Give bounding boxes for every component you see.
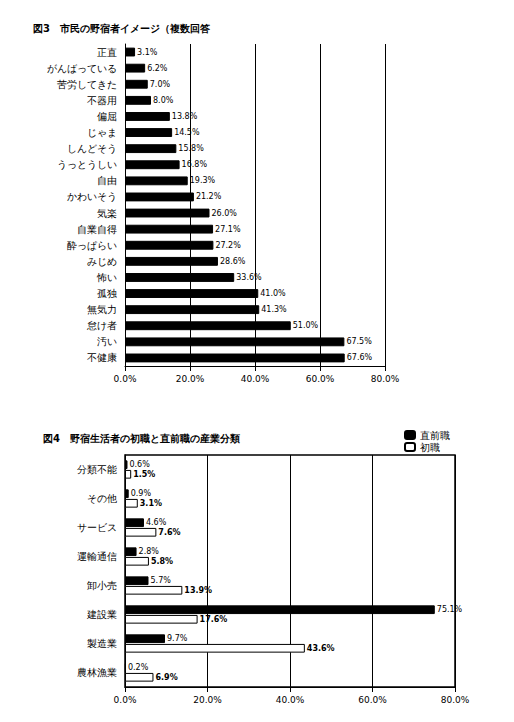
svg-text:16.8%: 16.8% bbox=[182, 160, 208, 169]
svg-text:正直: 正直 bbox=[97, 47, 117, 58]
svg-text:気楽: 気楽 bbox=[97, 208, 117, 219]
svg-text:7.0%: 7.0% bbox=[150, 80, 171, 89]
svg-text:偏屈: 偏屈 bbox=[97, 111, 117, 122]
svg-text:図4 野宿生活者の初職と直前職の産業分類: 図4 野宿生活者の初職と直前職の産業分類 bbox=[43, 433, 240, 444]
svg-text:その他: その他 bbox=[87, 493, 117, 504]
svg-text:孤独: 孤独 bbox=[97, 288, 117, 299]
svg-text:不器用: 不器用 bbox=[87, 95, 117, 106]
svg-text:農林漁業: 農林漁業 bbox=[77, 667, 117, 678]
svg-text:27.2%: 27.2% bbox=[215, 241, 241, 250]
svg-text:卸小売: 卸小売 bbox=[87, 580, 117, 591]
svg-text:3.1%: 3.1% bbox=[140, 499, 162, 508]
svg-text:3.1%: 3.1% bbox=[137, 48, 158, 57]
svg-text:怠け者: 怠け者 bbox=[86, 320, 117, 331]
svg-text:67.6%: 67.6% bbox=[347, 353, 373, 362]
svg-text:建設業: 建設業 bbox=[86, 609, 117, 620]
svg-text:サービス: サービス bbox=[77, 522, 117, 533]
svg-text:6.9%: 6.9% bbox=[155, 673, 177, 682]
svg-text:運輸通信: 運輸通信 bbox=[77, 551, 117, 562]
svg-text:0.0%: 0.0% bbox=[114, 374, 137, 384]
svg-text:酔っぱらい: 酔っぱらい bbox=[67, 240, 117, 251]
svg-text:分類不能: 分類不能 bbox=[77, 464, 117, 475]
svg-text:直前職: 直前職 bbox=[420, 430, 450, 441]
svg-text:43.6%: 43.6% bbox=[307, 644, 335, 653]
svg-text:75.1%: 75.1% bbox=[437, 605, 463, 614]
svg-text:67.5%: 67.5% bbox=[346, 337, 372, 346]
svg-text:怖い: 怖い bbox=[96, 272, 117, 283]
svg-text:図3 市民の野宿者イメージ（複数回答: 図3 市民の野宿者イメージ（複数回答 bbox=[33, 23, 211, 34]
svg-text:13.8%: 13.8% bbox=[172, 112, 198, 121]
svg-text:20.0%: 20.0% bbox=[176, 374, 205, 384]
svg-text:80.0%: 80.0% bbox=[441, 695, 470, 705]
svg-text:不健康: 不健康 bbox=[87, 352, 117, 363]
svg-text:40.0%: 40.0% bbox=[276, 695, 305, 705]
svg-text:じゃま: じゃま bbox=[87, 127, 117, 138]
svg-text:13.9%: 13.9% bbox=[184, 586, 212, 595]
svg-text:17.6%: 17.6% bbox=[200, 615, 228, 624]
svg-text:自由: 自由 bbox=[97, 175, 117, 186]
svg-text:5.7%: 5.7% bbox=[151, 576, 172, 585]
svg-text:60.0%: 60.0% bbox=[358, 695, 387, 705]
svg-text:0.9%: 0.9% bbox=[131, 489, 152, 498]
svg-text:みじめ: みじめ bbox=[87, 256, 117, 267]
svg-text:27.1%: 27.1% bbox=[215, 225, 241, 234]
svg-text:かわいそう: かわいそう bbox=[67, 191, 117, 202]
svg-text:15.8%: 15.8% bbox=[178, 144, 204, 153]
svg-text:1.5%: 1.5% bbox=[133, 470, 155, 479]
svg-text:苦労してきた: 苦労してきた bbox=[57, 79, 117, 90]
svg-text:うっとうしい: うっとうしい bbox=[57, 159, 117, 170]
svg-text:製造業: 製造業 bbox=[87, 638, 117, 649]
svg-text:自業自得: 自業自得 bbox=[77, 224, 117, 235]
svg-text:7.6%: 7.6% bbox=[158, 528, 180, 537]
svg-text:20.0%: 20.0% bbox=[193, 695, 222, 705]
svg-text:28.6%: 28.6% bbox=[220, 257, 246, 266]
svg-text:2.8%: 2.8% bbox=[139, 547, 160, 556]
svg-text:33.6%: 33.6% bbox=[236, 273, 262, 282]
svg-text:初職: 初職 bbox=[420, 442, 440, 453]
svg-text:4.6%: 4.6% bbox=[146, 518, 167, 527]
svg-text:19.3%: 19.3% bbox=[190, 176, 216, 185]
svg-text:41.3%: 41.3% bbox=[261, 305, 287, 314]
svg-text:80.0%: 80.0% bbox=[371, 374, 400, 384]
svg-text:14.5%: 14.5% bbox=[174, 128, 200, 137]
svg-text:0.6%: 0.6% bbox=[129, 460, 150, 469]
svg-text:6.2%: 6.2% bbox=[147, 64, 168, 73]
svg-text:0.0%: 0.0% bbox=[114, 695, 137, 705]
svg-text:8.0%: 8.0% bbox=[153, 96, 174, 105]
svg-text:汚い: 汚い bbox=[97, 336, 117, 347]
svg-text:21.2%: 21.2% bbox=[196, 192, 222, 201]
svg-text:0.2%: 0.2% bbox=[128, 663, 149, 672]
svg-text:26.0%: 26.0% bbox=[212, 209, 238, 218]
svg-text:51.0%: 51.0% bbox=[293, 321, 319, 330]
svg-text:しんどそう: しんどそう bbox=[67, 143, 117, 154]
svg-text:60.0%: 60.0% bbox=[306, 374, 335, 384]
svg-text:がんばっている: がんばっている bbox=[47, 63, 117, 74]
svg-text:41.0%: 41.0% bbox=[260, 289, 286, 298]
svg-text:無気力: 無気力 bbox=[87, 304, 117, 315]
svg-text:9.7%: 9.7% bbox=[167, 634, 188, 643]
svg-text:40.0%: 40.0% bbox=[241, 374, 270, 384]
svg-text:5.8%: 5.8% bbox=[151, 557, 173, 566]
